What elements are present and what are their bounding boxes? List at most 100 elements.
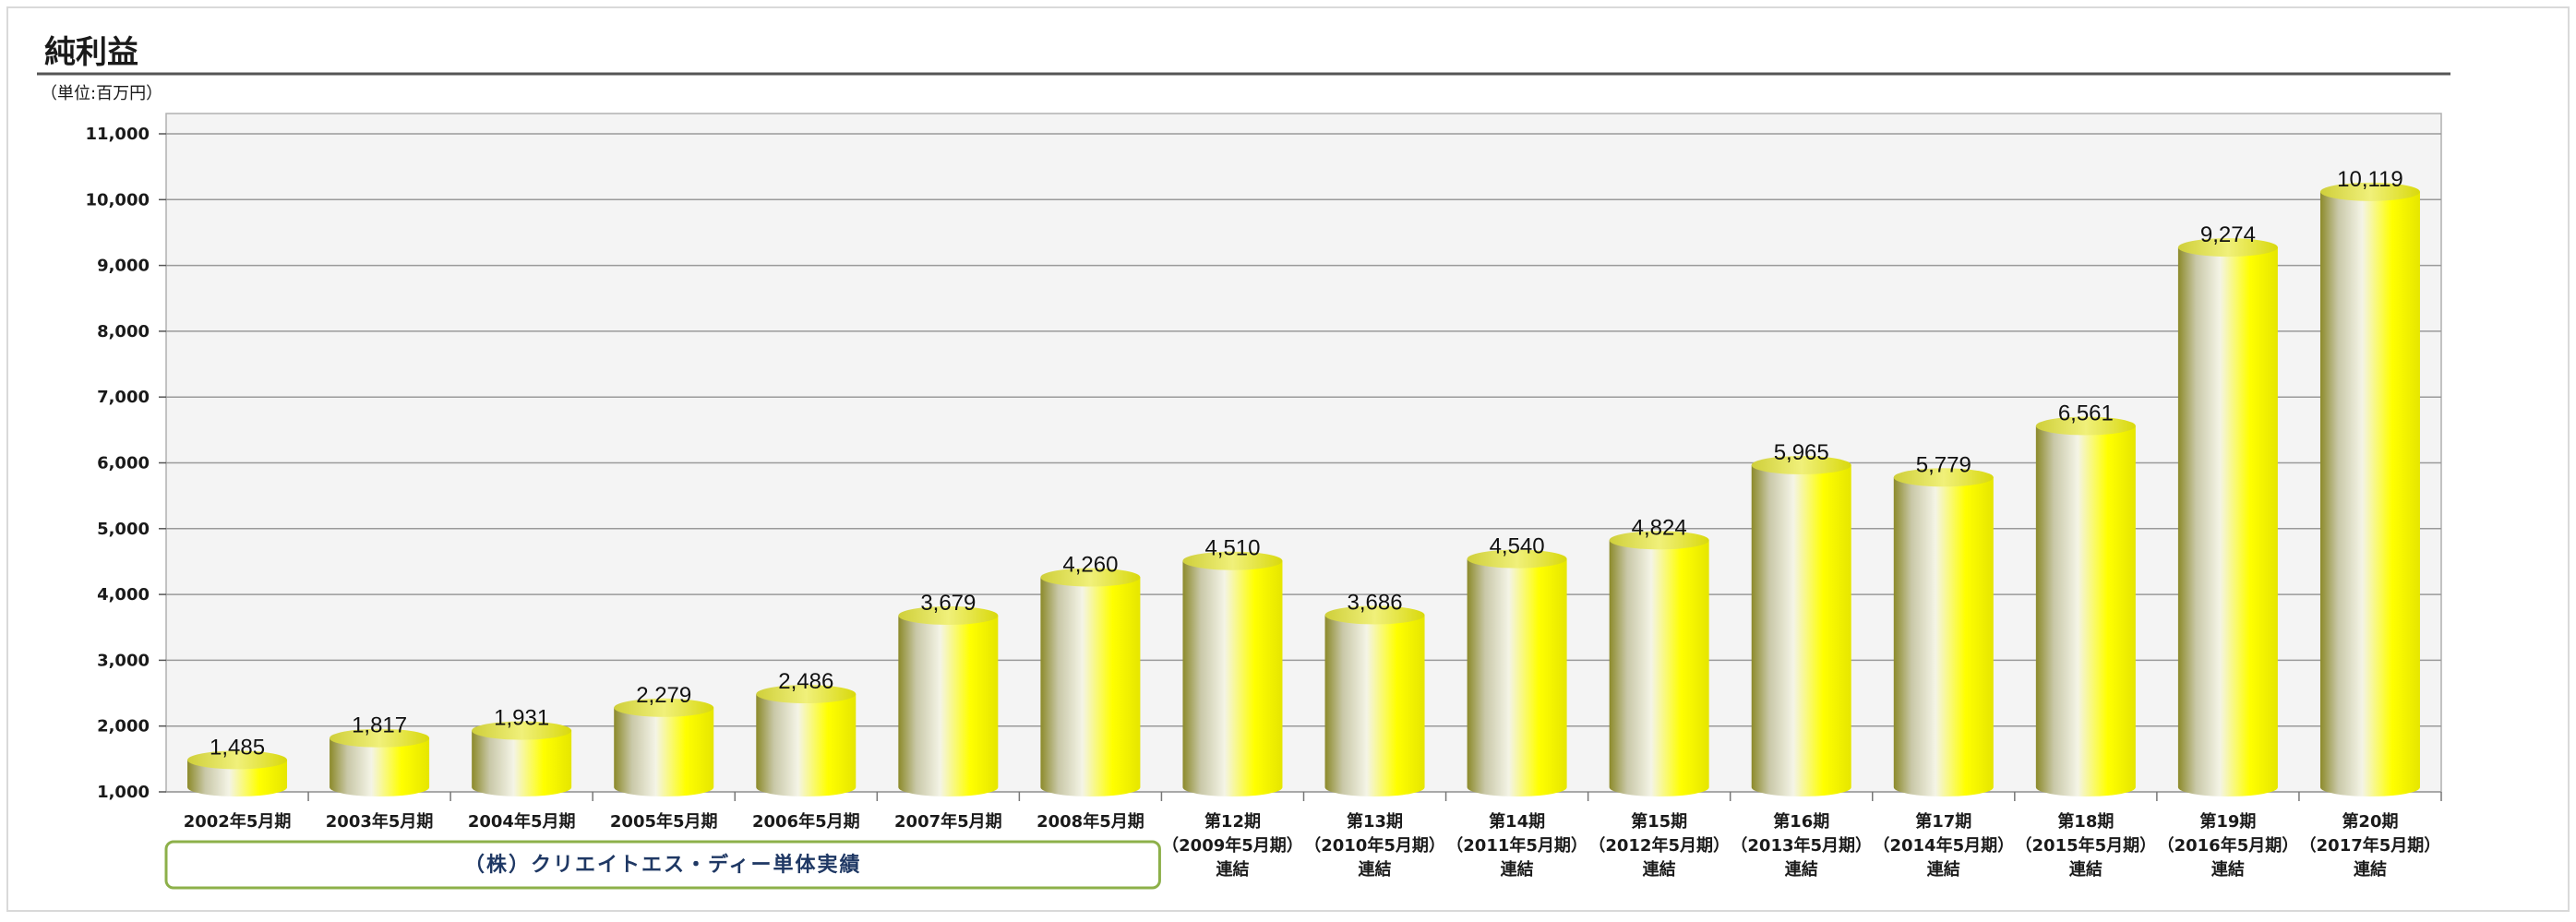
bar-cap [1609,531,1709,550]
x-tick-label: 第12期 [1204,811,1261,832]
x-tick-label: 第16期 [1773,811,1829,832]
data-label: 2,486 [778,669,833,694]
data-label: 6,561 [2058,401,2114,426]
x-tick-label: 2004年5月期 [468,811,576,832]
data-label: 5,965 [1774,440,1829,465]
bar-cap [187,750,288,770]
data-label: 4,540 [1490,534,1545,559]
bar-cap [1467,549,1567,569]
bar [1040,568,1141,796]
y-tick-label: 7,000 [97,388,150,407]
bar-body [329,737,430,796]
y-tick-label: 9,000 [97,257,150,276]
bar-body [614,707,714,796]
bar-body [1609,540,1709,796]
x-tick-label: 第18期 [2057,811,2114,832]
bar [1893,468,1994,796]
bar-body [1893,477,1994,796]
bar-body [898,615,999,796]
y-tick-label: 1,000 [97,783,150,802]
y-tick-label: 10,000 [86,190,150,210]
x-tick-label: 第19期 [2199,811,2256,832]
bar-cap [329,728,430,748]
bar-cap [2177,238,2278,257]
bar-cap [614,698,714,717]
bar [187,750,288,796]
bar-body [1751,464,1851,796]
data-label: 1,931 [494,706,549,731]
x-tick-label: 第14期 [1489,811,1545,832]
x-tick-label: （2010年5月期） [1304,835,1445,856]
bar [1324,605,1425,796]
x-tick-label: （2016年5月期） [2158,835,2299,856]
bar [1609,531,1709,796]
data-label: 1,817 [352,713,407,738]
bar-cap [756,685,857,704]
x-tick-label: 2003年5月期 [326,811,434,832]
chart-title: 純利益 [44,34,138,71]
bar [1467,549,1567,796]
bar-cap [898,605,999,625]
x-tick-label: 連結 [1785,859,1818,880]
data-label: 9,274 [2200,222,2256,247]
bar-body [1467,558,1567,796]
y-tick-label: 8,000 [97,322,150,341]
data-label: 3,686 [1348,590,1403,615]
x-tick-label: 第13期 [1347,811,1403,832]
x-tick-label: 第17期 [1915,811,1971,832]
data-label: 2,279 [636,683,691,708]
x-tick-label: （2012年5月期） [1588,835,1730,856]
x-tick-label: 連結 [2069,859,2103,880]
bar [1182,551,1283,796]
x-tick-label: 2002年5月期 [184,811,292,832]
y-tick-label: 6,000 [97,454,150,473]
bar-body [1040,577,1141,796]
x-tick-label: 2006年5月期 [752,811,860,832]
bar-body [2177,247,2278,796]
data-label: 5,779 [1916,452,1971,477]
bar [329,728,430,796]
y-tick-label: 5,000 [97,520,150,539]
data-label: 1,485 [210,735,265,760]
y-tick-label: 4,000 [97,585,150,605]
data-label: 10,119 [2337,167,2403,192]
bar-body [1324,615,1425,796]
bar-cap [1324,605,1425,625]
bar [472,721,572,796]
x-tick-label: 連結 [1216,859,1249,880]
x-tick-label: 2008年5月期 [1036,811,1144,832]
x-tick-label: 2007年5月期 [894,811,1002,832]
unit-label: （単位:百万円） [41,84,162,103]
bar-cap [1040,568,1141,587]
x-tick-label: 連結 [2354,859,2387,880]
bar-cap [1182,551,1283,570]
bar-body [2319,191,2420,796]
y-tick-label: 3,000 [97,651,150,670]
bar-cap [472,721,572,740]
x-tick-label: 連結 [1501,859,1534,880]
bar [898,605,999,796]
bar-cap [1893,468,1994,487]
bar-body [756,694,857,796]
group-label: （株）クリエイトエス・ディー単体実績 [464,853,861,877]
x-tick-label: 第20期 [2342,811,2398,832]
x-tick-label: （2011年5月期） [1446,835,1588,856]
x-tick-label: 連結 [1359,859,1392,880]
bar-cap [1751,455,1851,474]
bar-cap [2319,182,2420,201]
bar [2177,238,2278,796]
x-tick-label: （2009年5月期） [1162,835,1303,856]
y-tick-label: 11,000 [86,125,150,144]
x-tick-label: （2015年5月期） [2016,835,2157,856]
data-label: 4,824 [1632,515,1687,540]
bar [1751,455,1851,796]
x-tick-label: 第15期 [1631,811,1687,832]
x-tick-label: 連結 [1643,859,1676,880]
bar-body [1182,560,1283,796]
bar [2035,416,2136,796]
x-tick-label: （2017年5月期） [2300,835,2441,856]
data-label: 4,260 [1062,553,1118,578]
bar [614,698,714,796]
data-label: 4,510 [1204,536,1260,561]
